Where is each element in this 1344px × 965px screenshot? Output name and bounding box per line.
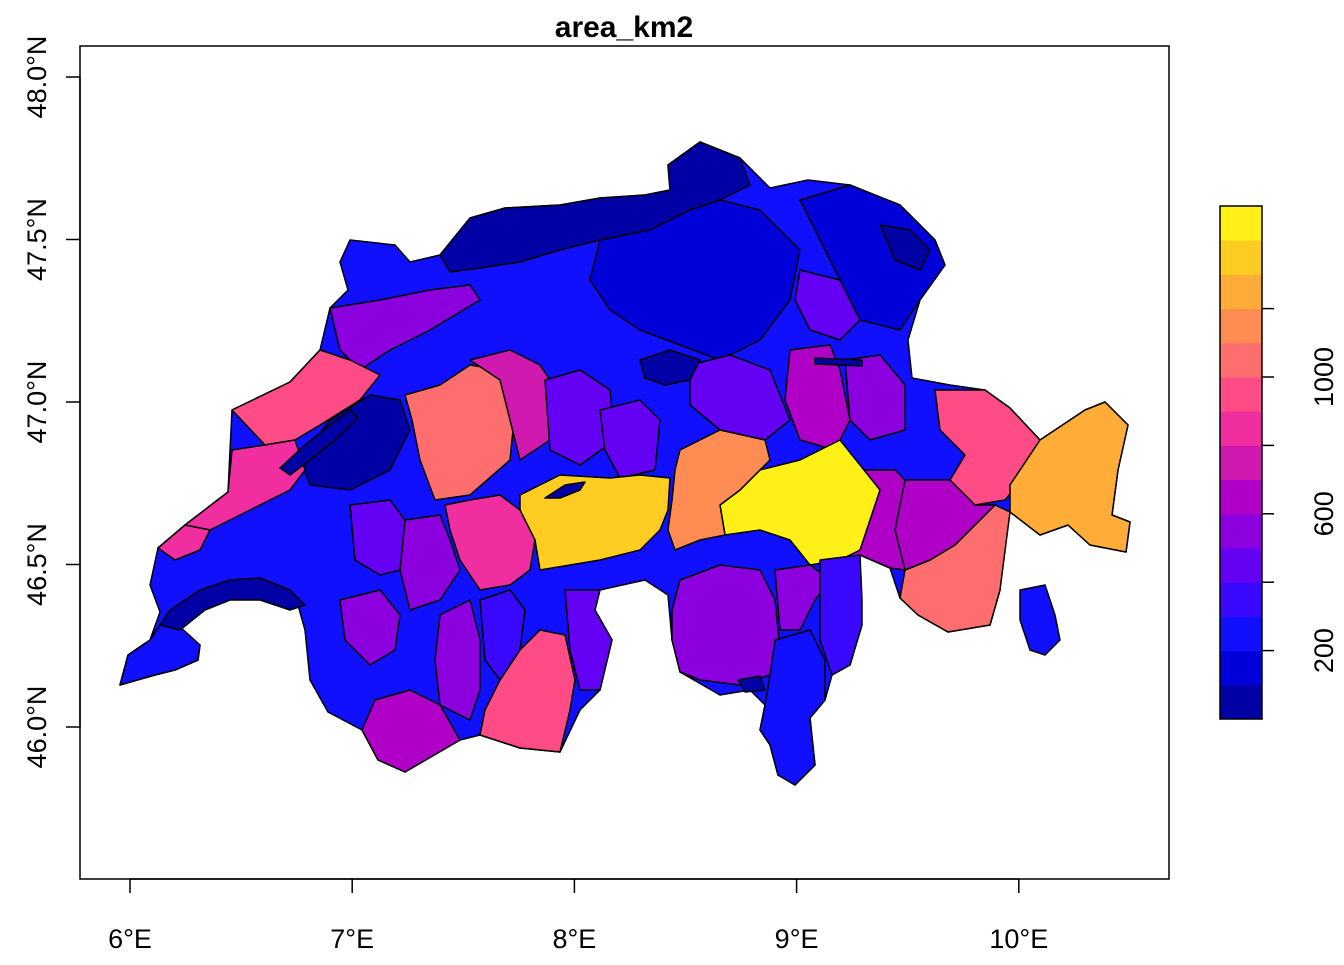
ticino-north [671, 564, 781, 686]
interlaken [444, 494, 536, 591]
x-tick-label: 6°E [108, 924, 152, 954]
lake-neuchatel [279, 409, 359, 476]
central-purple-b [599, 399, 661, 479]
legend-swatch [1220, 377, 1262, 412]
walensee [814, 357, 863, 367]
regions-layer [119, 141, 1131, 786]
poschiavo [1019, 584, 1061, 656]
neuchatel-dense [299, 394, 411, 491]
y-tick-label: 46.0°N [22, 686, 52, 769]
east-central [794, 269, 861, 341]
valais-south [479, 629, 576, 753]
valais-center-a [339, 589, 401, 666]
valais-east [564, 589, 613, 691]
lake-lugano [737, 675, 766, 693]
legend-swatch [1220, 240, 1262, 275]
x-tick-label: 7°E [330, 924, 374, 954]
legend-tick-label: 1000 [1309, 347, 1339, 407]
legend-swatch [1220, 411, 1262, 446]
legend-swatch [1220, 684, 1262, 720]
legend-swatch [1220, 650, 1262, 686]
legend-swatch [1220, 445, 1262, 481]
lake-lucerne [639, 349, 701, 386]
map-title: area_km2 [555, 11, 693, 44]
legend-tick-label: 600 [1309, 491, 1339, 536]
schwyz-area [689, 354, 791, 441]
legend-swatch [1220, 582, 1262, 617]
glarus [784, 344, 851, 451]
ticino-leventina [774, 564, 831, 631]
legend-swatch [1220, 206, 1262, 241]
lake-brienz [544, 481, 586, 499]
east-purple [844, 354, 906, 441]
vaud-tip [157, 524, 211, 561]
x-axis: 6°E 7°E 8°E 9°E 10°E [108, 878, 1048, 954]
legend-tick-label: 200 [1309, 628, 1339, 673]
y-tick-label: 46.5°N [22, 523, 52, 606]
y-tick-label: 47.5°N [22, 198, 52, 281]
engadin [1009, 401, 1131, 553]
legend-swatch [1220, 274, 1262, 310]
y-axis: 46.0°N 46.5°N 47.0°N 47.5°N 48.0°N [22, 36, 81, 769]
northeast-dense [799, 184, 946, 331]
zurich-area [589, 199, 801, 361]
valais-mid [479, 589, 526, 681]
x-tick-label: 8°E [552, 924, 596, 954]
legend-swatch [1220, 308, 1262, 344]
ticino-south [759, 629, 826, 786]
legend-swatch [1220, 513, 1262, 549]
y-tick-label: 48.0°N [22, 36, 52, 119]
valais-center-b [434, 599, 481, 721]
bernese-plateau [404, 364, 516, 501]
misox [819, 554, 863, 676]
valais-lower [361, 689, 461, 773]
y-tick-label: 47.0°N [22, 361, 52, 444]
x-tick-label: 10°E [989, 924, 1048, 954]
legend-swatch [1220, 548, 1262, 583]
geneva [119, 624, 201, 686]
lake-geneva [159, 577, 306, 631]
legend-swatch [1220, 616, 1262, 652]
fribourg-purple [349, 499, 406, 576]
legend-frame [1219, 205, 1263, 720]
color-legend: 200 600 1000 [1219, 205, 1339, 720]
legend-swatch [1220, 479, 1262, 515]
lake-constance-shore [879, 224, 931, 271]
north-dense-districts [439, 141, 751, 273]
graubunden-east [934, 389, 1041, 506]
bern-east-purple [399, 514, 461, 611]
legend-swatch [1220, 342, 1262, 378]
central [667, 429, 771, 551]
x-tick-label: 9°E [775, 924, 819, 954]
